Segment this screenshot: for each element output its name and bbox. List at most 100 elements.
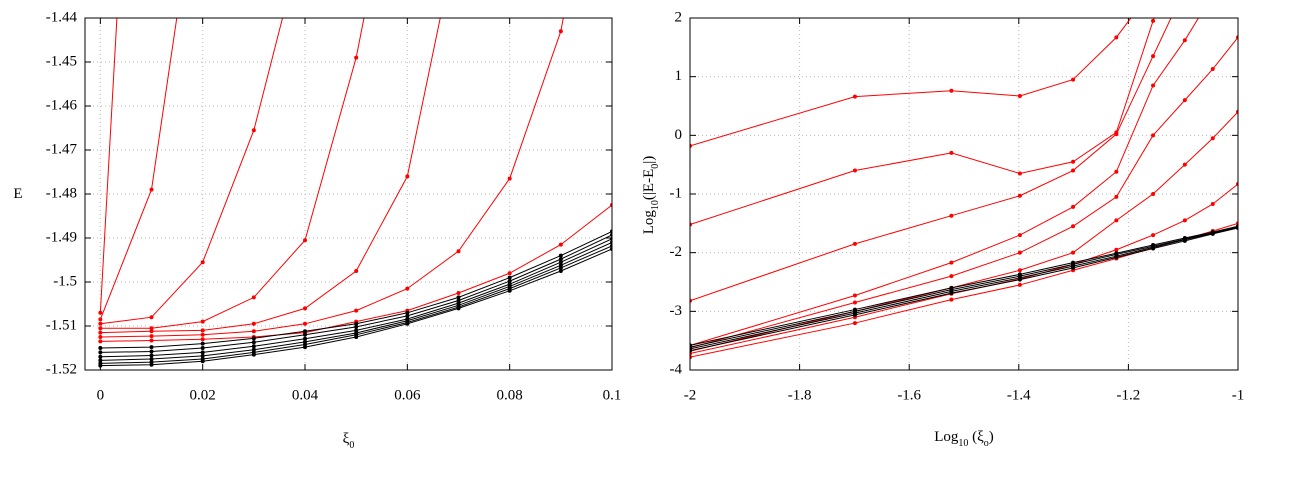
data-point — [405, 286, 410, 291]
data-point — [1210, 67, 1215, 72]
data-point — [251, 340, 256, 345]
x-tick-label: 0.04 — [292, 387, 319, 403]
data-point — [149, 329, 154, 334]
series-line — [100, 238, 612, 358]
series-line — [690, 226, 1238, 350]
data-point — [558, 269, 563, 273]
label-subscript: o — [984, 438, 989, 449]
plot-frame — [689, 17, 1239, 371]
data-point — [251, 329, 256, 334]
label-part: ξ — [343, 431, 350, 447]
x-tick-label: 0.08 — [497, 387, 523, 403]
data-point — [1071, 224, 1076, 229]
data-point — [852, 168, 857, 173]
data-point — [98, 339, 103, 344]
x-tick-label: 0 — [97, 387, 105, 403]
label-subscript: 0 — [349, 440, 354, 451]
data-point — [251, 128, 256, 133]
data-point — [1017, 250, 1022, 255]
data-point — [98, 310, 103, 315]
series-line — [690, 225, 1238, 346]
data-point — [456, 249, 461, 254]
x-tick-label: -1.8 — [788, 387, 812, 403]
data-point — [149, 338, 154, 343]
data-point — [200, 328, 205, 333]
data-point — [1071, 265, 1076, 270]
series-line — [690, 18, 1132, 147]
y-tick-label: -2 — [670, 244, 683, 260]
series-line — [690, 18, 1172, 302]
data-point — [149, 362, 154, 367]
data-point — [852, 94, 857, 99]
data-point — [149, 345, 154, 350]
data-point — [1151, 18, 1156, 23]
data-point — [949, 213, 954, 218]
data-point — [1114, 255, 1119, 260]
data-point — [1151, 192, 1156, 196]
label-part: ) — [989, 429, 994, 445]
data-point — [200, 332, 205, 337]
data-point — [852, 312, 857, 317]
data-point — [1151, 246, 1156, 251]
data-point — [98, 330, 103, 335]
data-point — [558, 260, 563, 265]
y-tick-label: 0 — [675, 127, 683, 143]
axis-label: ξ0 — [343, 431, 355, 450]
y-tick-label: -1.5 — [53, 273, 77, 289]
y-tick-label: -1 — [670, 185, 683, 201]
data-point — [558, 265, 563, 270]
data-point — [1071, 159, 1076, 164]
label-subscript: 10 — [650, 200, 661, 210]
data-point — [200, 341, 205, 346]
data-point — [1182, 38, 1187, 43]
data-point — [558, 257, 563, 262]
series-line — [99, 18, 118, 313]
data-point — [456, 295, 461, 300]
data-point — [1182, 162, 1187, 167]
data-point — [251, 352, 256, 357]
data-point — [303, 321, 308, 326]
data-point — [507, 275, 512, 280]
data-point — [98, 354, 103, 359]
x-tick-label: 0.06 — [394, 387, 421, 403]
data-point — [507, 288, 512, 293]
y-tick-label: -1.49 — [46, 229, 77, 245]
axis-label: E — [13, 186, 22, 202]
data-point — [1017, 171, 1022, 176]
series-line — [100, 18, 441, 334]
data-point — [149, 187, 154, 192]
data-point — [354, 321, 359, 326]
label-part: (|E-E — [641, 169, 657, 200]
data-point — [1210, 136, 1215, 141]
plot-area — [690, 18, 1238, 360]
data-point — [1182, 238, 1187, 243]
data-point — [200, 319, 205, 324]
data-point — [354, 269, 359, 273]
data-point — [558, 242, 563, 247]
data-point — [852, 293, 857, 298]
data-point — [251, 336, 256, 341]
x-tick-label: 0.02 — [190, 387, 216, 403]
data-point — [405, 310, 410, 315]
data-point — [1114, 194, 1119, 199]
data-point — [303, 306, 308, 311]
data-point — [852, 300, 857, 305]
data-point — [303, 345, 308, 350]
data-point — [507, 279, 512, 284]
data-point — [1017, 277, 1022, 282]
data-point — [98, 335, 103, 339]
x-tick-label: 0.1 — [603, 387, 622, 403]
label-subscript: 0 — [650, 164, 661, 169]
data-point — [354, 335, 359, 339]
series-line — [690, 37, 1238, 349]
data-point — [1071, 204, 1076, 209]
series-line — [690, 18, 1155, 225]
data-point — [1151, 133, 1156, 138]
data-point — [852, 241, 857, 246]
series-line — [100, 241, 612, 361]
data-point — [200, 359, 205, 364]
data-point — [1071, 250, 1076, 255]
data-point — [251, 295, 256, 300]
data-point — [354, 324, 359, 329]
data-point — [1114, 169, 1119, 174]
